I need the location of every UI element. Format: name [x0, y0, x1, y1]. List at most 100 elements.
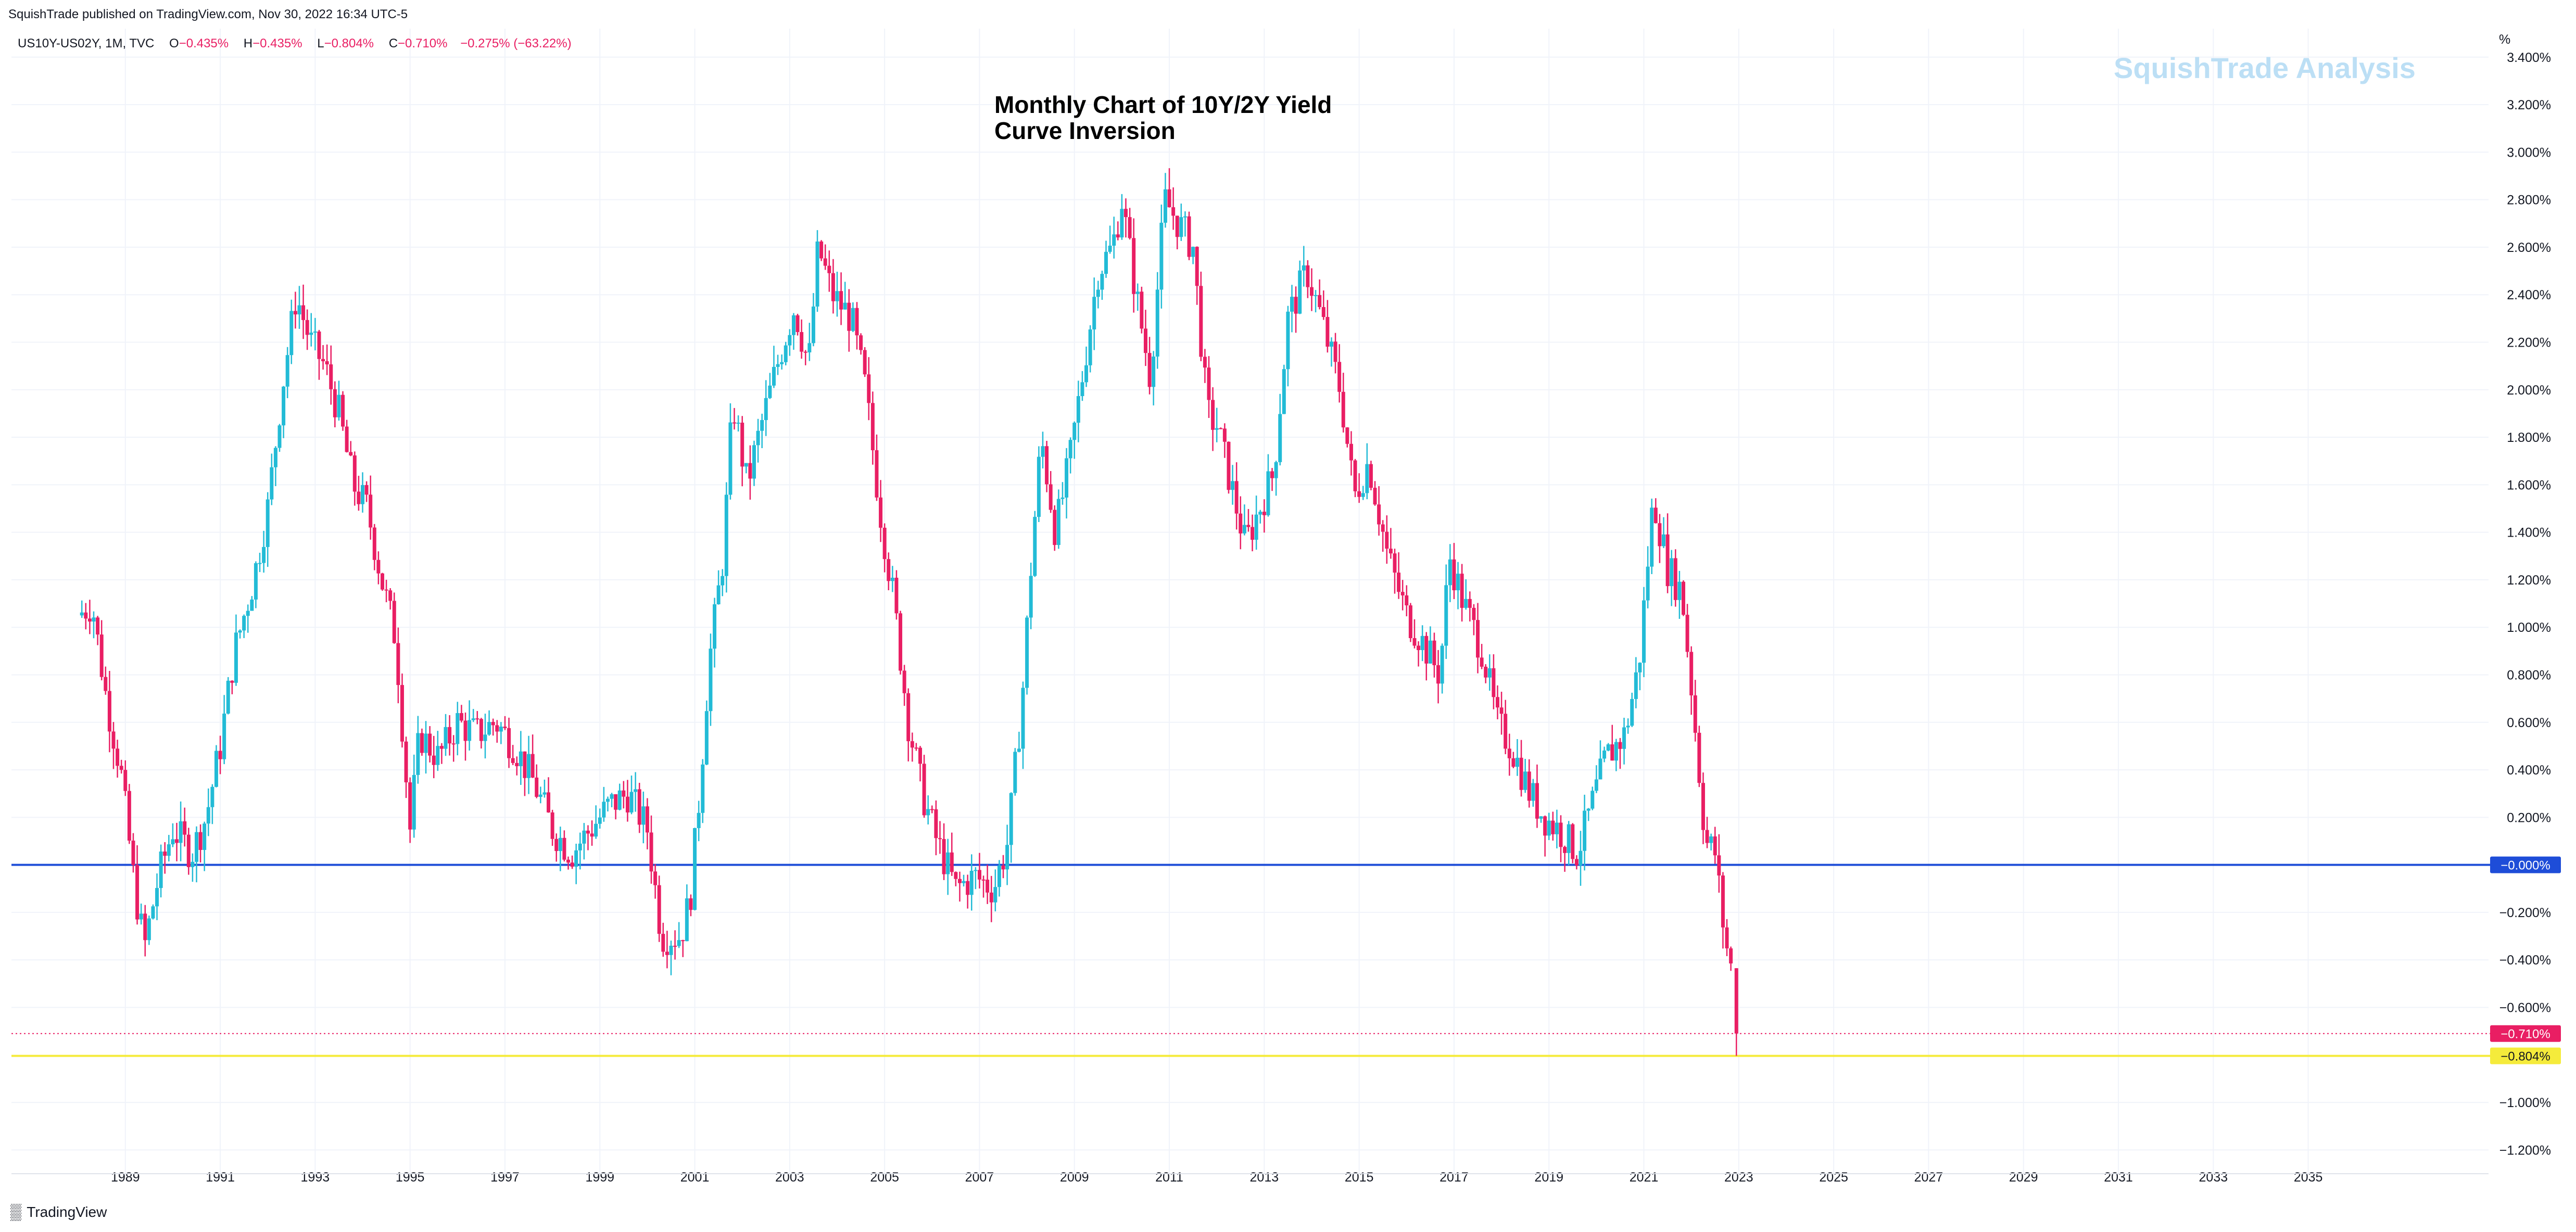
candle-body: [87, 618, 92, 622]
candle-body: [1436, 665, 1441, 684]
candle-body: [194, 832, 198, 862]
x-tick-label: 2013: [1250, 1170, 1279, 1185]
candle-body: [1444, 585, 1448, 646]
symbol-legend[interactable]: US10Y-US02Y, 1M, TVC O−0.435% H−0.435% L…: [18, 36, 572, 51]
candle-body: [704, 711, 709, 765]
candle-body: [981, 879, 986, 881]
price-label-badge: [2490, 1047, 2561, 1064]
candle-body: [681, 940, 685, 942]
candle-body: [1487, 668, 1492, 678]
change-value: −0.275% (−63.22%): [460, 36, 572, 50]
candle-body: [254, 563, 258, 600]
candle-body: [1610, 744, 1614, 761]
candle-body: [80, 612, 84, 616]
candle-body: [910, 741, 914, 748]
candle-body: [1468, 599, 1472, 608]
candle-body: [795, 315, 800, 332]
candle-body: [1017, 748, 1021, 752]
candle-body: [1254, 514, 1258, 540]
candle-body: [471, 718, 475, 720]
candle-body: [1685, 615, 1689, 652]
candle-body: [1673, 558, 1677, 600]
candle-body: [554, 839, 559, 852]
candle-body: [289, 311, 294, 355]
candle-body: [724, 494, 728, 576]
candle-body: [827, 265, 831, 273]
candle-body: [171, 839, 175, 845]
x-tick-label: 2007: [965, 1170, 994, 1185]
candle-body: [341, 395, 345, 427]
candle-body: [1511, 758, 1516, 767]
candle-body: [1349, 443, 1353, 461]
candle-body: [1187, 216, 1191, 257]
candle-body: [214, 751, 218, 787]
candle-body: [1191, 247, 1195, 257]
candle-body: [566, 859, 570, 863]
candle-body: [934, 809, 938, 839]
candle-body: [586, 830, 590, 834]
candle-body: [285, 355, 289, 387]
candle-body: [1009, 793, 1013, 845]
x-tick-label: 2001: [680, 1170, 710, 1185]
candle-body: [380, 573, 384, 590]
x-tick-label: 2025: [1819, 1170, 1848, 1185]
candle-body: [1709, 836, 1713, 843]
candle-body: [974, 870, 978, 871]
candle-body: [1167, 189, 1171, 208]
x-tick-label: 2003: [775, 1170, 804, 1185]
tradingview-logo[interactable]: ▒ TradingView: [10, 1203, 107, 1221]
candle-body: [811, 306, 815, 344]
candle-body: [262, 547, 266, 563]
candle-body: [1495, 697, 1499, 708]
candle-body: [926, 809, 930, 816]
candle-body: [1353, 460, 1357, 491]
candle-body: [1159, 222, 1164, 290]
horizontal-lines-layer: [11, 863, 2499, 1057]
candle-body: [1286, 311, 1290, 370]
symbol-name[interactable]: US10Y-US02Y, 1M, TVC: [18, 36, 155, 50]
candle-body: [1231, 481, 1235, 490]
candle-body: [325, 361, 329, 365]
candle-body: [803, 351, 807, 353]
candle-body: [1721, 875, 1725, 928]
candle-body: [894, 577, 899, 614]
candle-body: [851, 308, 855, 331]
candle-body: [345, 426, 349, 452]
candle-body: [1266, 471, 1270, 515]
candle-body: [1424, 636, 1429, 664]
candle-body: [693, 828, 697, 910]
candle-body: [721, 576, 725, 586]
candle-body: [1274, 462, 1278, 478]
y-tick-label: −1.000%: [2499, 1096, 2551, 1110]
candle-body: [483, 734, 487, 741]
candle-body: [701, 764, 705, 813]
candle-body: [499, 727, 503, 732]
candle-body: [1361, 493, 1365, 497]
candle-body: [206, 807, 210, 824]
candle-body: [962, 881, 966, 883]
x-tick-label: 1993: [301, 1170, 330, 1185]
candle-body: [657, 885, 661, 934]
candle-body: [1665, 534, 1670, 587]
candle-body: [847, 302, 851, 331]
candle-body: [333, 389, 337, 417]
candle-body: [1325, 317, 1330, 347]
x-tick-label: 2023: [1724, 1170, 1753, 1185]
candle-body: [1033, 517, 1037, 576]
candle-body: [966, 881, 970, 895]
candle-body: [369, 494, 373, 528]
y-tick-label: −0.600%: [2499, 1000, 2551, 1015]
candle-body: [1697, 732, 1701, 783]
candle-body: [1579, 850, 1583, 866]
candle-body: [527, 754, 531, 778]
candle-body: [1195, 247, 1199, 286]
candle-body: [408, 782, 412, 830]
candle-body: [1519, 757, 1523, 790]
candle-body: [918, 747, 923, 764]
candle-body: [1076, 396, 1080, 423]
candle-body: [685, 898, 689, 942]
candle-body: [1428, 640, 1432, 664]
y-tick-label: 0.400%: [2507, 763, 2551, 778]
